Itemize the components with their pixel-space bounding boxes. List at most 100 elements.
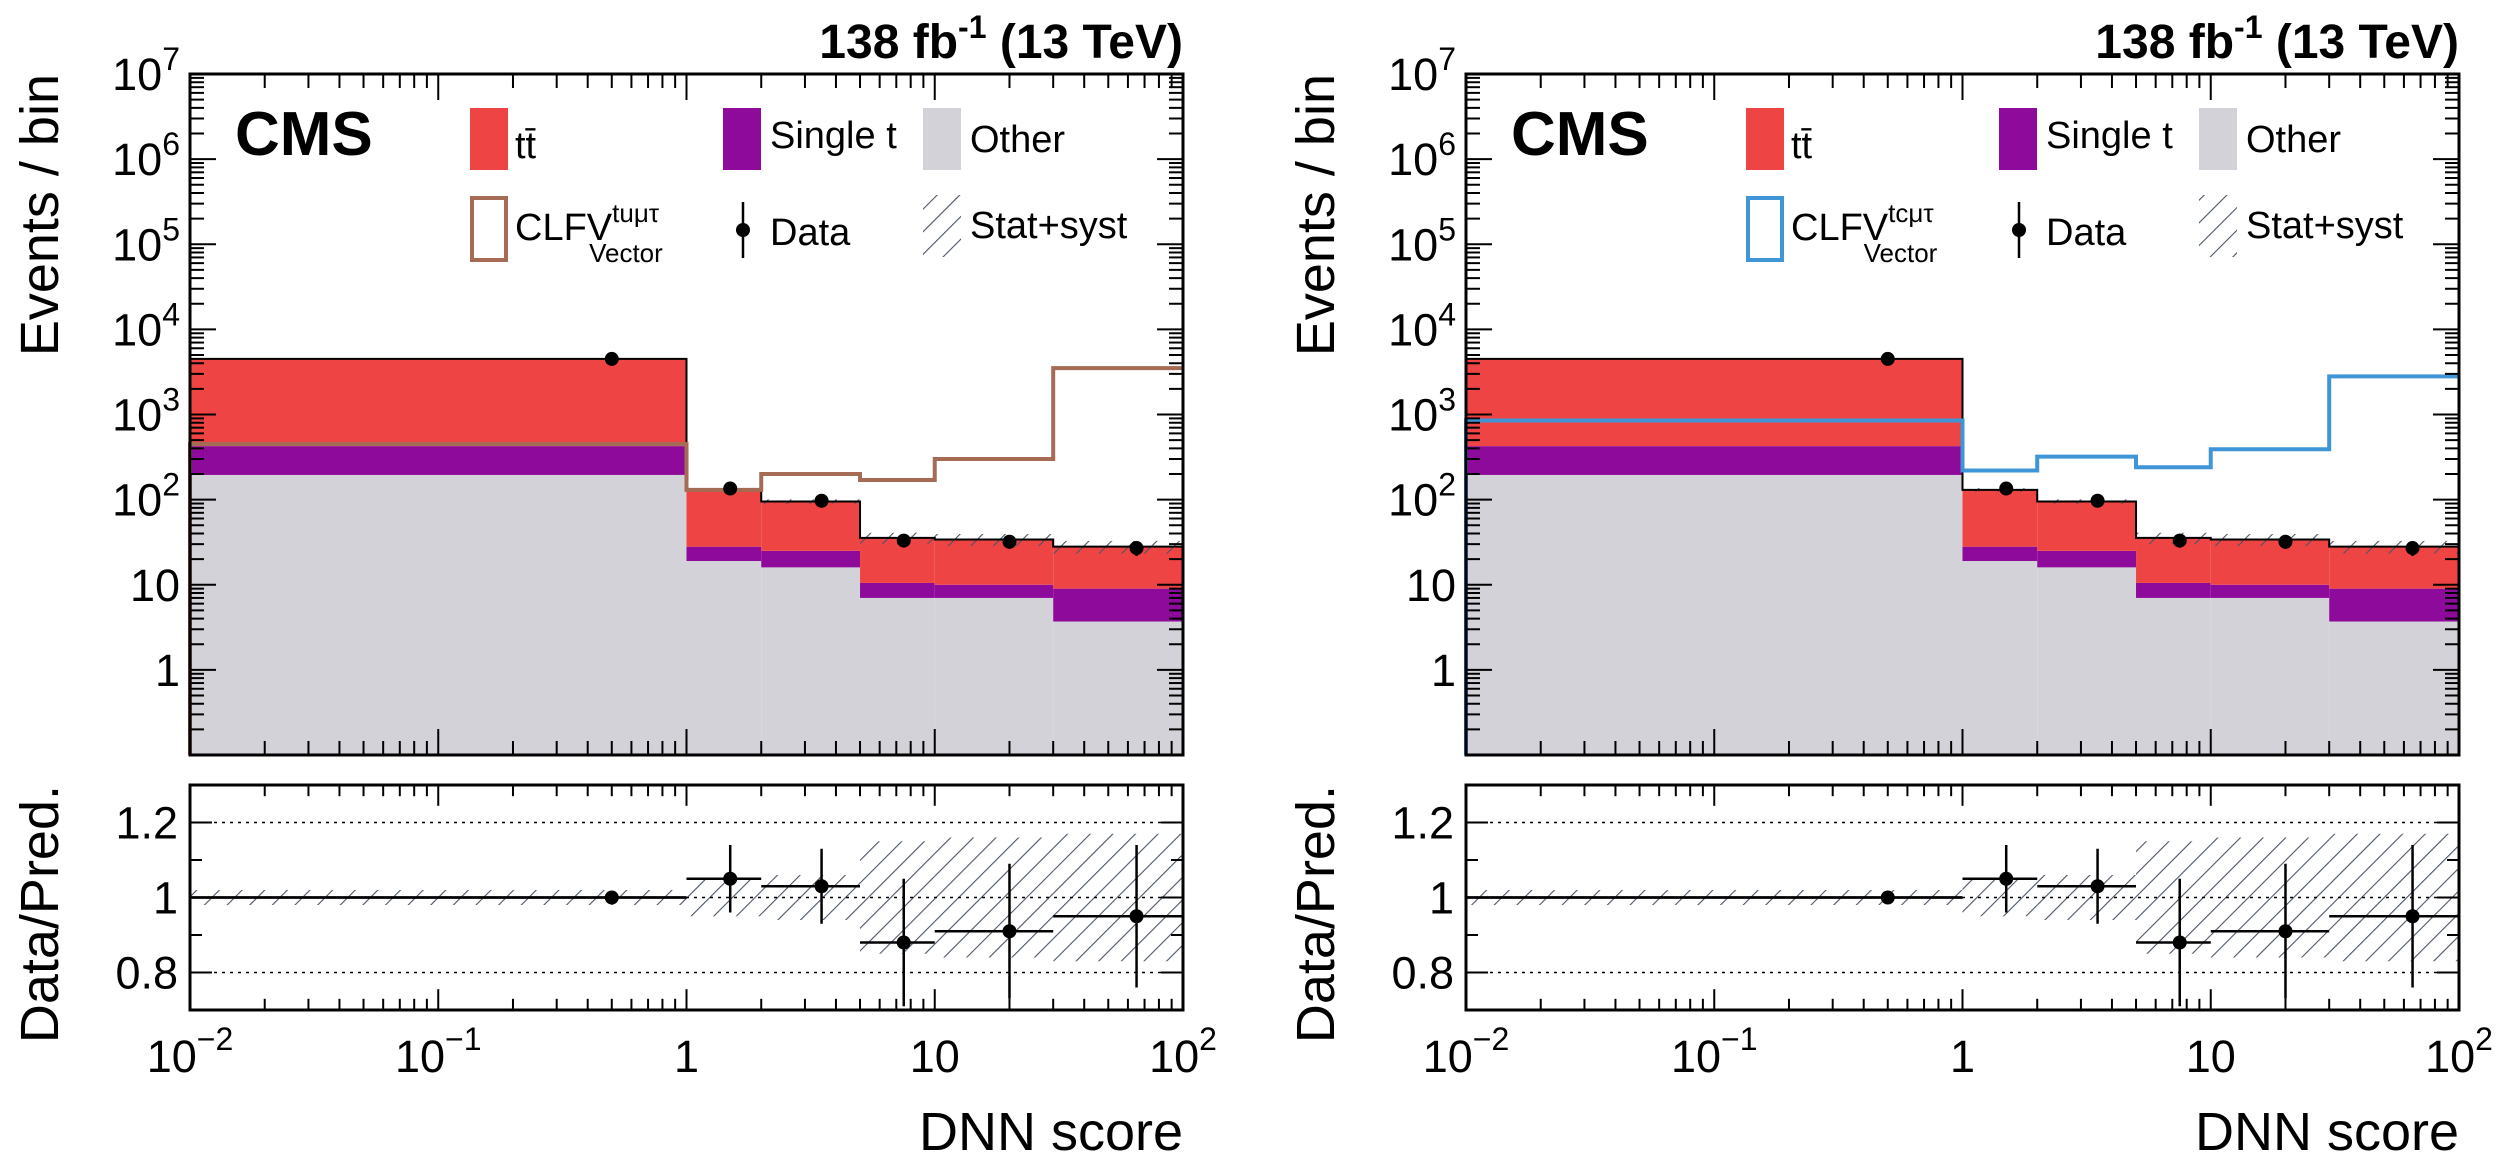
- y-tick-base: 10: [112, 134, 162, 185]
- y-tick-base: 1: [155, 645, 180, 696]
- ratio-tick-label-2: 1.2: [1391, 798, 1454, 849]
- legend-label-data: Data: [2046, 212, 2127, 254]
- x-tick-label-2: 1: [674, 1031, 699, 1082]
- bar-other-bin-3: [860, 597, 935, 755]
- bar-single_t-bin-2: [2037, 550, 2137, 568]
- y-axis-title: Events / bin: [1286, 74, 1346, 356]
- ratio-axis-title: Data/Pred.: [1286, 785, 1346, 1043]
- legend-label-main: Stat+syst: [970, 205, 1128, 247]
- x-tick-label-1: 10−1: [395, 1021, 482, 1082]
- cms-label: CMS: [235, 100, 373, 169]
- bar-ttbar-bin-1: [1962, 489, 2038, 547]
- y-tick-exp: 5: [1438, 211, 1456, 247]
- y-tick-label-7: 107: [112, 41, 180, 100]
- x-tick-base: 1: [674, 1031, 699, 1082]
- y-tick-label-2: 102: [112, 467, 180, 526]
- legend-data-marker: [2012, 223, 2026, 237]
- legend-label-single_t: Single t: [770, 115, 897, 157]
- bar-other-bin-2: [2037, 567, 2137, 755]
- y-tick-exp: 4: [162, 296, 180, 332]
- bar-ttbar-bin-1: [686, 489, 762, 547]
- x-axis-title: DNN score: [2195, 1102, 2459, 1162]
- x-axis-title: DNN score: [919, 1102, 1183, 1162]
- bar-single_t-bin-5: [1053, 588, 1183, 622]
- bar-ttbar-bin-0: [190, 358, 687, 447]
- x-tick-exp: 2: [1199, 1021, 1217, 1057]
- legend-label-sub: Vector: [589, 238, 663, 268]
- data-point-1: [723, 481, 738, 496]
- y-tick-base: 10: [1388, 304, 1438, 355]
- y-axis-title: Events / bin: [10, 74, 70, 356]
- legend-swatch-unc: [923, 195, 961, 257]
- legend-swatch-unc: [2199, 195, 2237, 257]
- lumi-energy: (13 TeV): [2276, 16, 2459, 69]
- x-tick-base: 10: [910, 1031, 960, 1082]
- x-tick-base: 10: [395, 1031, 445, 1082]
- y-tick-label-4: 104: [112, 296, 180, 355]
- y-tick-base: 10: [1388, 219, 1438, 270]
- y-tick-exp: 4: [1438, 296, 1456, 332]
- ratio-tick-label-1: 1: [1429, 873, 1454, 924]
- ratio-point-3: [896, 935, 911, 950]
- y-tick-exp: 7: [162, 41, 180, 77]
- ratio-plot-frame: [1464, 783, 2461, 1012]
- legend-label-sup: tcμτ: [1888, 198, 1934, 228]
- cms-label: CMS: [1511, 100, 1649, 169]
- y-tick-label-5: 105: [1388, 211, 1456, 270]
- lumi-space: [986, 16, 999, 69]
- y-tick-exp: 3: [1438, 382, 1456, 418]
- legend-label-signal: CLFVtcμτ Vector: [1791, 198, 1938, 268]
- bar-ttbar-bin-4: [934, 539, 1054, 585]
- x-tick-exp: 2: [2475, 1021, 2493, 1057]
- ratio-unc-band-bin-4: [934, 837, 1054, 958]
- legend-label-main: tt̄: [1791, 125, 1813, 167]
- y-tick-exp: 7: [1438, 41, 1456, 77]
- ratio-point-3: [2172, 935, 2187, 950]
- y-tick-exp: 6: [162, 126, 180, 162]
- x-tick-base: 1: [1950, 1031, 1975, 1082]
- ratio-unc-band-bin-4: [2210, 837, 2330, 958]
- ratio-unc-band-bin-1: [686, 878, 762, 917]
- x-tick-label-3: 10: [2186, 1031, 2236, 1082]
- y-tick-base: 10: [1388, 49, 1438, 100]
- legend-swatch-ttbar: [1746, 108, 1784, 170]
- lumi-exp: -1: [2234, 9, 2262, 45]
- legend-label-sub: Vector: [1864, 238, 1938, 268]
- y-tick-base: 10: [1388, 134, 1438, 185]
- ratio-unc-band-bin-1: [1962, 878, 2038, 917]
- legend-label-main: Data: [2046, 212, 2127, 254]
- bar-single_t-bin-3: [860, 582, 935, 598]
- bar-ttbar-bin-2: [761, 501, 861, 551]
- data-point-4: [2278, 534, 2293, 549]
- ratio-point-1: [1999, 871, 2014, 886]
- y-tick-base: 10: [1388, 475, 1438, 526]
- legend-swatch-single_t: [723, 108, 761, 170]
- legend-label-main: Data: [770, 212, 851, 254]
- legend-label-main: Stat+syst: [2246, 205, 2404, 247]
- signal-line: [1464, 374, 2459, 755]
- lumi-label: 138 fb-1 (13 TeV): [2095, 9, 2459, 69]
- legend-label-ttbar: tt̄: [1791, 125, 1813, 167]
- x-tick-label-4: 102: [2425, 1021, 2493, 1082]
- x-tick-base: 10: [2425, 1031, 2475, 1082]
- y-tick-label-4: 104: [1388, 296, 1456, 355]
- x-tick-label-2: 1: [1950, 1031, 1975, 1082]
- x-tick-exp: −2: [1473, 1021, 1509, 1057]
- ratio-point-2: [2090, 879, 2105, 894]
- data-point-2: [2090, 493, 2105, 508]
- bar-single_t-bin-2: [761, 550, 861, 568]
- y-tick-base: 10: [130, 560, 180, 611]
- ratio-tick-label-0: 0.8: [115, 948, 178, 999]
- bar-single_t-bin-4: [934, 584, 1054, 598]
- legend-label-unc: Stat+syst: [2246, 205, 2404, 247]
- ratio-point-2: [814, 879, 829, 894]
- y-tick-label-2: 102: [1388, 467, 1456, 526]
- legend-label-sup: tuμτ: [612, 198, 660, 228]
- ratio-unc-band-bin-2: [761, 875, 861, 920]
- legend-label-main: tt̄: [515, 125, 537, 167]
- y-tick-exp: 6: [1438, 126, 1456, 162]
- legend-label-ttbar: tt̄: [515, 125, 537, 167]
- y-tick-exp: 2: [162, 467, 180, 503]
